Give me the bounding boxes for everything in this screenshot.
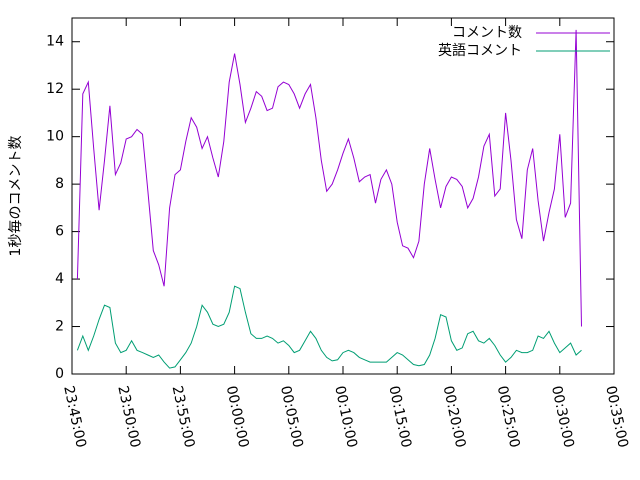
x-tick-label: 23:45:00 (60, 384, 89, 449)
x-tick-label: 00:10:00 (331, 384, 360, 449)
legend-label: 英語コメント (438, 42, 522, 59)
y-tick-label: 6 (55, 224, 64, 240)
plot-border (71, 17, 615, 375)
y-tick-label: 4 (55, 271, 64, 287)
x-tick-label: 23:50:00 (114, 384, 143, 449)
series-line (76, 285, 582, 369)
y-tick-label: 12 (46, 81, 64, 97)
x-tick-label: 00:20:00 (440, 384, 469, 449)
y-axis-label: 1秒毎のコメント数 (8, 136, 24, 257)
x-tick-label: 00:05:00 (277, 384, 306, 449)
x-tick-label: 00:25:00 (494, 384, 523, 449)
y-tick-label: 10 (46, 129, 64, 145)
y-tick-label: 8 (55, 176, 64, 192)
series-line (76, 29, 582, 327)
y-tick-label: 0 (55, 366, 64, 382)
x-tick-label: 23:55:00 (169, 384, 198, 449)
x-tick-label: 00:15:00 (385, 384, 414, 449)
y-tick-label: 2 (55, 319, 64, 335)
y-tick-label: 14 (46, 34, 64, 50)
legend-label: コメント数 (452, 25, 522, 41)
x-tick-label: 00:35:00 (602, 384, 631, 449)
x-tick-label: 00:00:00 (223, 384, 252, 449)
x-tick-label: 00:30:00 (548, 384, 577, 449)
